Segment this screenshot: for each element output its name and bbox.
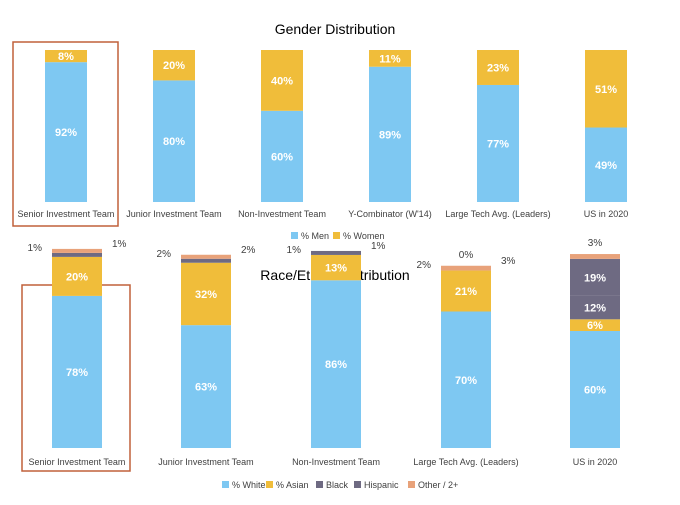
gender-bar-women [369,50,411,67]
race-label-white: 86% [325,359,347,371]
race-bar-other-2 [181,254,231,259]
gender-label-men: 89% [379,129,401,141]
legend-swatch-asian [266,481,273,488]
race-label-outside-right: 1% [112,239,127,250]
race-label-asian: 21% [455,286,477,298]
race-label-outside-left: 2% [417,260,432,271]
legend-label-asian: % Asian [276,480,309,490]
gender-label-women: 51% [595,84,617,96]
gender-bar-women [261,50,303,111]
race-label-outside-top: 3% [588,238,603,249]
race-bar-white [52,295,102,448]
gender-label-women: 8% [58,51,74,63]
gender-category-label-non-investment-team: Non-Investment Team [238,209,326,219]
race-bar-asian [311,254,361,281]
gender-bar-women [477,50,519,85]
race-label-white: 63% [195,382,217,394]
gender-category-label-senior-investment-team: Senior Investment Team [18,209,115,219]
gender-bar-women [153,50,195,81]
race-bar-black [570,295,620,320]
gender-label-men: 80% [163,136,185,148]
race-category-label-non-investment-team: Non-Investment Team [292,457,380,467]
legend-label-black: Black [326,480,349,490]
race-bar-black [311,250,361,255]
legend-label-men: % Men [301,231,329,241]
race-label-white: 60% [584,385,606,397]
gender-label-men: 49% [595,160,617,172]
gender-chart-title: Gender Distribution [275,21,396,37]
gender-bar-women [585,50,627,128]
race-label-white: 78% [66,367,88,379]
gender-category-label-us-in-2020: US in 2020 [584,209,629,219]
race-bar-white [181,325,231,448]
race-category-label-junior-investment-team: Junior Investment Team [158,457,253,467]
gender-bar-men [369,66,411,202]
race-label-outside-right: 3% [501,256,516,267]
race-label-outside-top: 0% [459,250,474,261]
gender-label-women: 40% [271,75,293,87]
gender-distribution-chart: Gender Distribution 92% 8% Senior Investme… [12,21,629,241]
legend-swatch-women [333,232,340,239]
race-label-outside-left: 2% [157,249,172,260]
race-label-asian: 6% [587,320,603,332]
race-bar-asian [441,270,491,312]
gender-label-women: 20% [163,60,185,72]
race-bar-asian [570,319,620,331]
gender-bar-men [153,80,195,202]
gender-bar-men [585,127,627,202]
race-bar-white [570,331,620,448]
gender-bar-men [261,110,303,202]
race-bar-other-2 [441,265,491,271]
race-label-hispanic: 19% [584,272,606,284]
race-label-asian: 32% [195,289,217,301]
gender-category-label-y-combinator-w-14: Y-Combinator (W'14) [348,209,431,219]
gender-bar-men [477,84,519,202]
gender-bar-men [45,62,87,202]
gender-label-women: 23% [487,62,509,74]
race-category-label-large-tech-avg-leaders: Large Tech Avg. (Leaders) [413,457,518,467]
race-bar-other-2 [570,254,620,259]
race-bar-other-2 [52,248,102,253]
race-label-white: 70% [455,375,477,387]
legend-label-other-2: Other / 2+ [418,480,458,490]
race-bar-black [181,258,231,263]
race-bar-white [441,311,491,448]
race-label-outside-right: 2% [241,245,256,256]
race-label-asian: 13% [325,263,347,275]
gender-bar-women [45,50,87,63]
race-distribution-chart: Race/Ethnic Distribution 78%20%1% 1%Senio… [21,238,620,490]
legend-label-white: % White [232,480,266,490]
gender-category-label-junior-investment-team: Junior Investment Team [126,209,221,219]
race-label-outside-left: 1% [28,243,43,254]
legend-swatch-men [291,232,298,239]
gender-legend: % Men % Women [291,231,384,241]
gender-category-label-large-tech-avg-leaders: Large Tech Avg. (Leaders) [445,209,550,219]
race-label-outside-right: 1% [371,241,386,252]
gender-highlight-box [12,41,119,227]
race-bar-asian [181,262,231,326]
race-bar-white [311,280,361,448]
legend-swatch-white [222,481,229,488]
legend-label-women: % Women [343,231,384,241]
legend-label-hispanic: Hispanic [364,480,399,490]
race-legend: % White % Asian Black Hispanic Other / 2+ [222,480,458,490]
gender-label-men: 92% [55,127,77,139]
race-bar-asian [52,256,102,296]
gender-label-women: 11% [379,53,401,65]
gender-label-men: 60% [271,151,293,163]
legend-swatch-other-2 [408,481,415,488]
legend-swatch-black [316,481,323,488]
race-category-label-senior-investment-team: Senior Investment Team [29,457,126,467]
race-label-black: 12% [584,303,606,315]
race-bar-hispanic [570,258,620,296]
race-label-outside-left: 1% [287,245,302,256]
race-category-label-us-in-2020: US in 2020 [573,457,618,467]
race-label-asian: 20% [66,271,88,283]
gender-label-men: 77% [487,138,509,150]
legend-swatch-hispanic [354,481,361,488]
race-bar-black [52,252,102,257]
